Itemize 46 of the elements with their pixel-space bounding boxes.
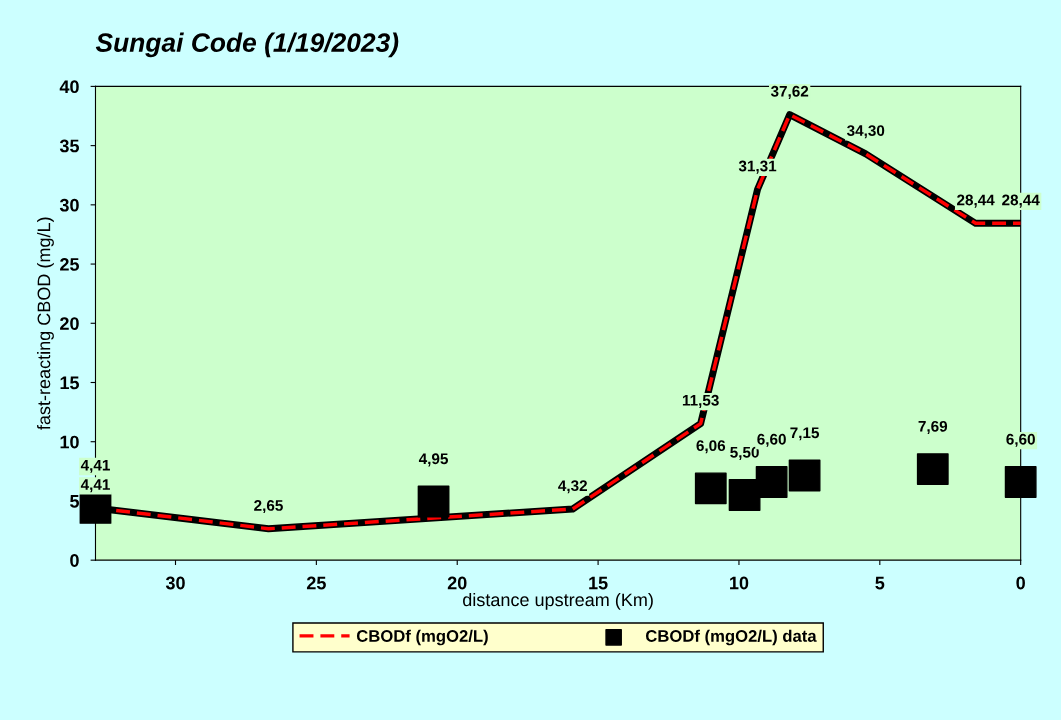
data-label: 4,41 bbox=[80, 479, 110, 493]
x-tick-label: 0 bbox=[1016, 576, 1025, 590]
x-axis-title: distance upstream (Km) bbox=[463, 592, 653, 610]
data-label: 28,44 bbox=[1002, 194, 1040, 208]
y-tick-label: 40 bbox=[59, 80, 79, 94]
y-tick-label: 10 bbox=[60, 435, 79, 449]
data-label: 2,65 bbox=[254, 500, 283, 514]
x-tick-label: 5 bbox=[875, 576, 885, 590]
y-tick-label: 25 bbox=[60, 257, 80, 271]
data-label: 34,30 bbox=[846, 125, 885, 139]
y-tick-label: 30 bbox=[59, 198, 79, 212]
y-tick-label: 0 bbox=[70, 554, 79, 567]
point bbox=[694, 472, 727, 505]
data-label: 28,44 bbox=[957, 194, 995, 208]
point bbox=[916, 453, 949, 485]
point bbox=[417, 485, 450, 518]
data-label: 7,69 bbox=[918, 420, 948, 434]
y-tick-label: 20 bbox=[60, 317, 79, 330]
data-label: 5,50 bbox=[730, 446, 759, 460]
point bbox=[788, 459, 821, 492]
point bbox=[728, 479, 761, 511]
x-tick-label: 30 bbox=[165, 576, 185, 590]
y-tick-label: 15 bbox=[60, 376, 80, 390]
data-label: 11,53 bbox=[682, 394, 719, 408]
chart-title: Sungai Code (1/19/2023) bbox=[95, 32, 399, 58]
y-tick-label: 5 bbox=[70, 495, 80, 508]
x-tick-label: 10 bbox=[730, 576, 749, 590]
y-axis-title: fast-reacting CBOD (mg/L) bbox=[37, 217, 54, 430]
legend-label: CBODf (mgO2/L) bbox=[356, 629, 488, 646]
data-label: 31,31 bbox=[738, 160, 777, 174]
x-tick-label: 15 bbox=[589, 576, 608, 590]
y-tick-label: 35 bbox=[59, 139, 80, 153]
point bbox=[755, 466, 788, 498]
data-label: 4,32 bbox=[558, 480, 587, 494]
data-label: 6,06 bbox=[696, 440, 726, 454]
point bbox=[1004, 466, 1037, 498]
data-label: 4,41 bbox=[80, 459, 110, 473]
data-label: 7,15 bbox=[790, 427, 820, 441]
data-label: 4,95 bbox=[418, 453, 449, 467]
x-tick-label: 20 bbox=[447, 576, 467, 590]
point bbox=[79, 492, 112, 524]
data-label: 6,60 bbox=[757, 433, 786, 447]
data-label: 6,60 bbox=[1006, 433, 1035, 447]
data-label: 37,62 bbox=[770, 85, 809, 99]
x-tick-label: 25 bbox=[306, 576, 326, 590]
legend-label: CBODf (mgO2/L) data bbox=[645, 629, 817, 646]
